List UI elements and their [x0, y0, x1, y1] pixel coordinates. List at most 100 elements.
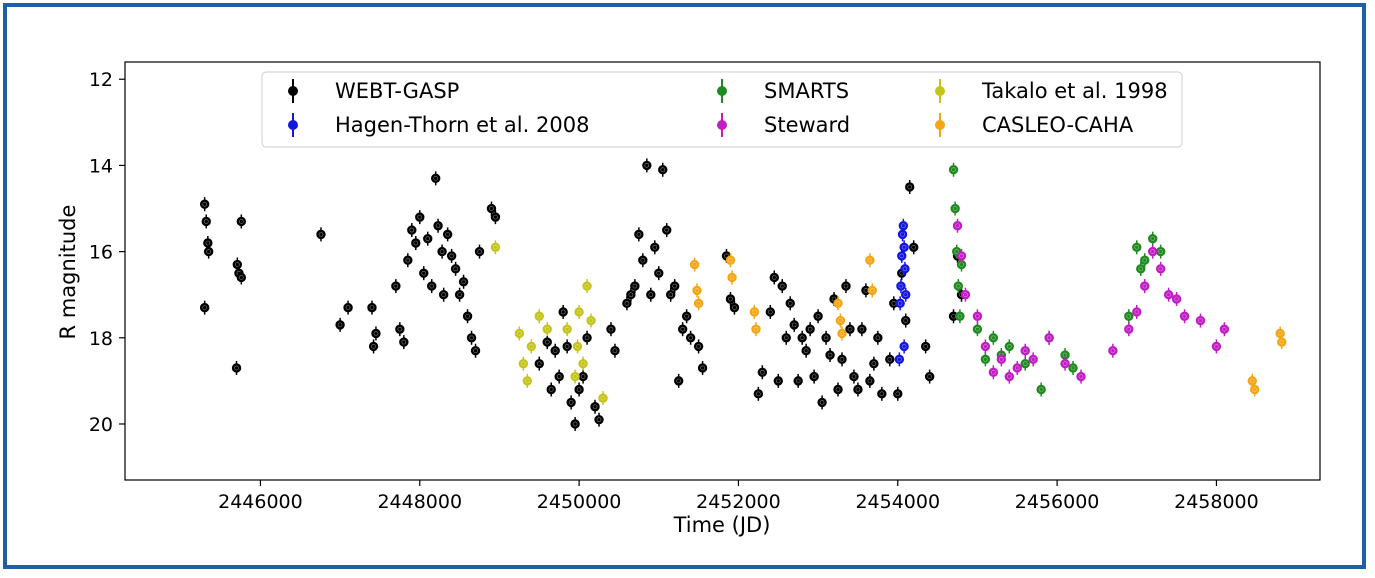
data-point [897, 229, 908, 240]
data-point-ring [576, 387, 582, 392]
data-point-ring [952, 206, 958, 211]
data-point [1277, 337, 1287, 347]
data-point-ring [477, 249, 482, 254]
data-point [757, 367, 768, 377]
data-point [658, 165, 668, 175]
data-point-ring [696, 344, 701, 349]
data-point-ring [923, 344, 928, 349]
data-point-ring [409, 227, 415, 233]
data-point-ring [1134, 309, 1140, 315]
data-point [725, 255, 736, 265]
data-point [1140, 281, 1150, 291]
data-point-ring [397, 326, 403, 332]
data-point-ring [564, 344, 570, 349]
data-point-ring [1150, 236, 1155, 241]
data-point [574, 307, 584, 317]
data-point [486, 203, 497, 214]
data-point-ring [975, 313, 980, 319]
data-point-ring [867, 257, 873, 263]
data-point [542, 324, 552, 334]
data-point-ring [819, 400, 825, 405]
data-point [789, 320, 799, 330]
data-point [450, 264, 461, 274]
data-point [654, 268, 664, 278]
data-point [948, 165, 959, 175]
y-tick-label: 12 [89, 69, 113, 91]
series-0 [199, 158, 967, 431]
data-point [514, 328, 525, 339]
data-point-ring [1277, 331, 1283, 336]
data-point [199, 199, 210, 209]
data-point [920, 341, 931, 352]
data-points [199, 158, 1287, 431]
data-point [845, 324, 855, 334]
data-point [1076, 371, 1086, 382]
legend-label: WEBT-GASP [335, 79, 459, 103]
data-point [554, 371, 564, 382]
data-point [427, 281, 437, 291]
data-point [650, 242, 660, 252]
data-point-ring [1014, 365, 1020, 371]
data-point-ring [1030, 357, 1036, 362]
data-point-ring [575, 344, 580, 349]
data-point-ring [205, 240, 211, 246]
data-point [681, 311, 692, 321]
data-point [550, 346, 560, 356]
data-point [466, 333, 477, 343]
data-point-ring [696, 301, 701, 306]
data-point [697, 363, 708, 373]
data-point-ring [473, 348, 478, 354]
data-point [458, 277, 469, 287]
data-point [1155, 246, 1166, 257]
data-point [955, 311, 965, 321]
data-point [769, 272, 779, 283]
data-point-ring [202, 305, 207, 310]
series-5 [689, 253, 1287, 397]
data-point [896, 281, 906, 291]
data-point [578, 358, 588, 369]
data-point [606, 324, 616, 334]
data-point-ring [373, 331, 379, 336]
x-tick-label: 2448000 [377, 491, 462, 513]
data-point-ring [580, 361, 586, 366]
data-point [438, 290, 449, 300]
data-point-ring [576, 309, 582, 315]
data-point-ring [728, 296, 733, 302]
data-point-ring [999, 357, 1004, 362]
legend-label: CASLEO-CAHA [982, 113, 1134, 137]
data-point [1044, 333, 1054, 343]
data-point-ring [580, 374, 586, 379]
data-point-ring [694, 288, 700, 293]
data-point [423, 233, 433, 244]
data-point [980, 354, 991, 365]
data-point-ring [975, 326, 980, 332]
legend-marker [288, 86, 298, 96]
data-point-ring [835, 387, 841, 392]
data-point-ring [901, 344, 907, 349]
data-point-ring [413, 240, 419, 246]
data-point-ring [732, 305, 737, 310]
data-point [203, 238, 213, 248]
data-point-ring [572, 421, 578, 427]
data-point [462, 311, 473, 321]
data-point [685, 333, 696, 343]
data-point-ring [901, 223, 906, 229]
data-point-ring [608, 326, 614, 332]
data-point-ring [898, 283, 904, 289]
y-tick-label: 14 [89, 155, 113, 177]
data-point [407, 225, 417, 235]
data-point-ring [700, 365, 705, 371]
data-point [454, 290, 465, 300]
data-point [231, 363, 242, 373]
data-point [566, 397, 576, 408]
data-point-ring [897, 357, 902, 362]
data-point-ring [1078, 374, 1084, 379]
data-point [590, 402, 600, 412]
data-point [526, 341, 536, 352]
data-point-ring [439, 249, 445, 254]
series-3 [952, 218, 1230, 384]
data-point-ring [903, 318, 909, 323]
data-point [1163, 290, 1174, 300]
data-point [335, 320, 345, 330]
